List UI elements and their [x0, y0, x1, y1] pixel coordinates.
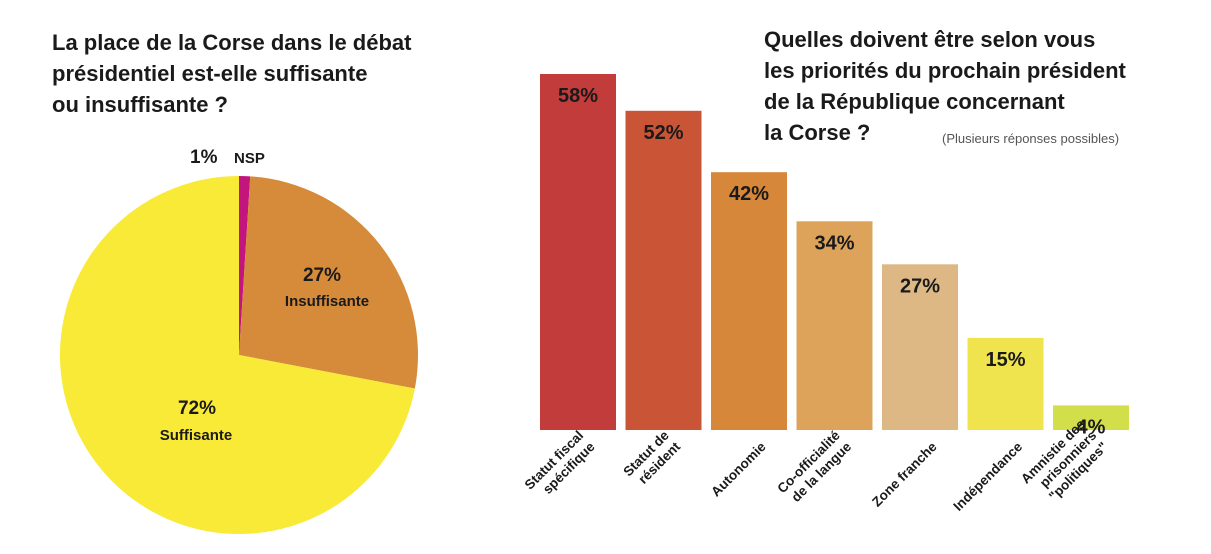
bar-title-line-2: les priorités du prochain président: [764, 58, 1126, 83]
bar-3: [711, 172, 787, 430]
pie-title-line-1: La place de la Corse dans le débat: [52, 30, 412, 55]
bar-value-label-2: 52%: [643, 122, 683, 144]
bar-value-label-6: 15%: [985, 349, 1025, 371]
bar-title-line-3: de la République concernant: [764, 89, 1065, 114]
bar-value-label-5: 27%: [900, 275, 940, 297]
bar-chart-title: Quelles doivent être selon vous les prio…: [764, 24, 1126, 148]
pie-label-suffisante-name: Suffisante: [160, 427, 233, 444]
pie-title-line-3: ou insuffisante ?: [52, 92, 228, 117]
category-label-3-line-1: Autonomie: [708, 439, 769, 500]
bar-5: [882, 264, 958, 430]
pie-slice-insuffisante: [239, 176, 419, 389]
pie-label-nsp-value: 1%: [190, 147, 218, 168]
category-label-6: Indépendance: [950, 439, 1025, 514]
bar-1: [540, 74, 616, 430]
category-label-5: Zone franche: [869, 439, 940, 510]
pie-label-suffisante-value: 72%: [178, 398, 216, 419]
bar-4: [796, 221, 873, 430]
pie-label-insuffisante-name: Insuffisante: [285, 293, 369, 310]
category-label-6-line-1: Indépendance: [950, 439, 1025, 514]
pie-chart-title: La place de la Corse dans le débat prési…: [52, 27, 411, 120]
bar-7: [1053, 405, 1129, 430]
bar-2: [625, 110, 702, 431]
pie-title-line-2: présidentiel est-elle suffisante: [52, 61, 368, 86]
category-label-3: Autonomie: [708, 439, 769, 500]
bar-value-label-7: 4%: [1077, 416, 1106, 438]
bar-value-label-4: 34%: [814, 232, 854, 254]
category-label-5-line-1: Zone franche: [869, 439, 940, 510]
bar-title-line-4: la Corse ?: [764, 120, 871, 145]
pie-label-insuffisante-value: 27%: [303, 265, 341, 286]
bar-value-label-1: 58%: [558, 85, 598, 107]
bar-chart-note: (Plusieurs réponses possibles): [942, 131, 1120, 146]
pie-label-nsp-name: NSP: [234, 150, 265, 167]
pie-slice-nsp: [239, 175, 251, 355]
bar-value-label-3: 42%: [729, 183, 769, 205]
pie-slice-suffisante: [60, 176, 415, 534]
bar-title-line-1: Quelles doivent être selon vous: [764, 27, 1096, 52]
bar-6: [967, 337, 1044, 430]
